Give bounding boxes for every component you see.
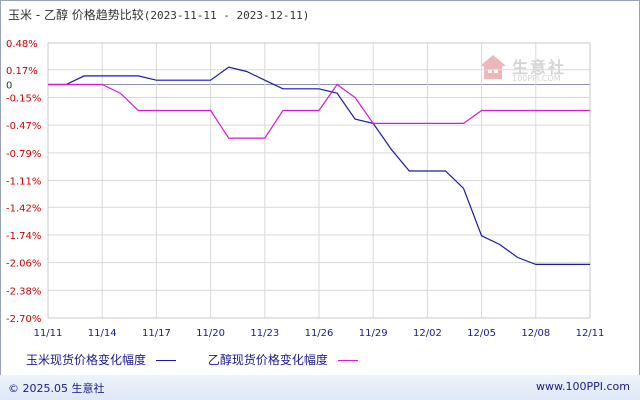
chart-date-range: (2023-11-11 - 2023-12-11)	[143, 9, 310, 22]
y-tick-label: -1.74%	[6, 231, 41, 242]
chart-legend: 玉米现货价格变化幅度 乙醇现货价格变化幅度	[26, 351, 386, 368]
x-tick-label: 11/29	[359, 328, 388, 339]
y-tick-label: -0.47%	[6, 121, 41, 132]
x-tick-label: 11/23	[250, 328, 279, 339]
chart-title: 玉米 - 乙醇 价格趋势比较(2023-11-11 - 2023-12-11)	[8, 6, 309, 23]
x-tick-label: 11/17	[142, 328, 171, 339]
y-tick-label: -1.42%	[6, 203, 41, 214]
x-tick-label: 11/11	[34, 328, 63, 339]
y-tick-label: -2.06%	[6, 259, 41, 270]
x-tick-label: 11/26	[305, 328, 334, 339]
legend-label-ethanol: 乙醇现货价格变化幅度	[207, 353, 328, 367]
x-tick-label: 11/20	[196, 328, 225, 339]
grid-layer	[47, 42, 591, 319]
y-tick-label: 0	[6, 81, 12, 92]
legend-swatch-ethanol	[337, 360, 358, 361]
series-line-ethanol	[48, 83, 590, 139]
y-tick-label: -0.15%	[6, 93, 41, 104]
legend-swatch-corn	[156, 360, 177, 361]
x-tick-label: 12/02	[413, 328, 442, 339]
y-tick-label: 0.17%	[6, 66, 38, 77]
house-icon	[480, 55, 506, 79]
x-tick-label: 12/05	[467, 328, 496, 339]
plot-area-border	[47, 42, 591, 319]
legend-label-corn: 玉米现货价格变化幅度	[26, 353, 147, 367]
y-tick-label: -2.70%	[6, 314, 41, 325]
legend-item-ethanol: 乙醇现货价格变化幅度	[208, 351, 358, 368]
footer-link[interactable]: www.100PPI.com	[536, 380, 630, 393]
footer-bar	[0, 375, 640, 400]
x-tick-label: 12/08	[521, 328, 550, 339]
axis-layer: 0.48% 0.17% 0-0.15% -0.47% -0.79% -1.11% -1.42…	[6, 39, 604, 339]
x-tick-label: 12/11	[576, 328, 605, 339]
x-tick-label: 11/14	[88, 328, 117, 339]
y-tick-label: -2.38%	[6, 286, 41, 297]
y-tick-label: 0.48%	[6, 39, 38, 50]
watermark-logo: 生意社 100PPI.COM	[478, 52, 578, 92]
y-tick-label: -0.79%	[6, 149, 41, 160]
y-tick-label: -1.11%	[6, 177, 41, 188]
series-layer	[48, 66, 590, 265]
watermark-name: 生意社	[512, 58, 567, 77]
watermark-url: 100PPI.COM	[512, 74, 561, 83]
chart-title-text: 玉米 - 乙醇 价格趋势比较	[8, 8, 144, 22]
footer-copyright: © 2025.05 生意社	[8, 382, 105, 395]
series-line-corn	[48, 66, 590, 265]
legend-item-corn: 玉米现货价格变化幅度	[26, 351, 177, 368]
